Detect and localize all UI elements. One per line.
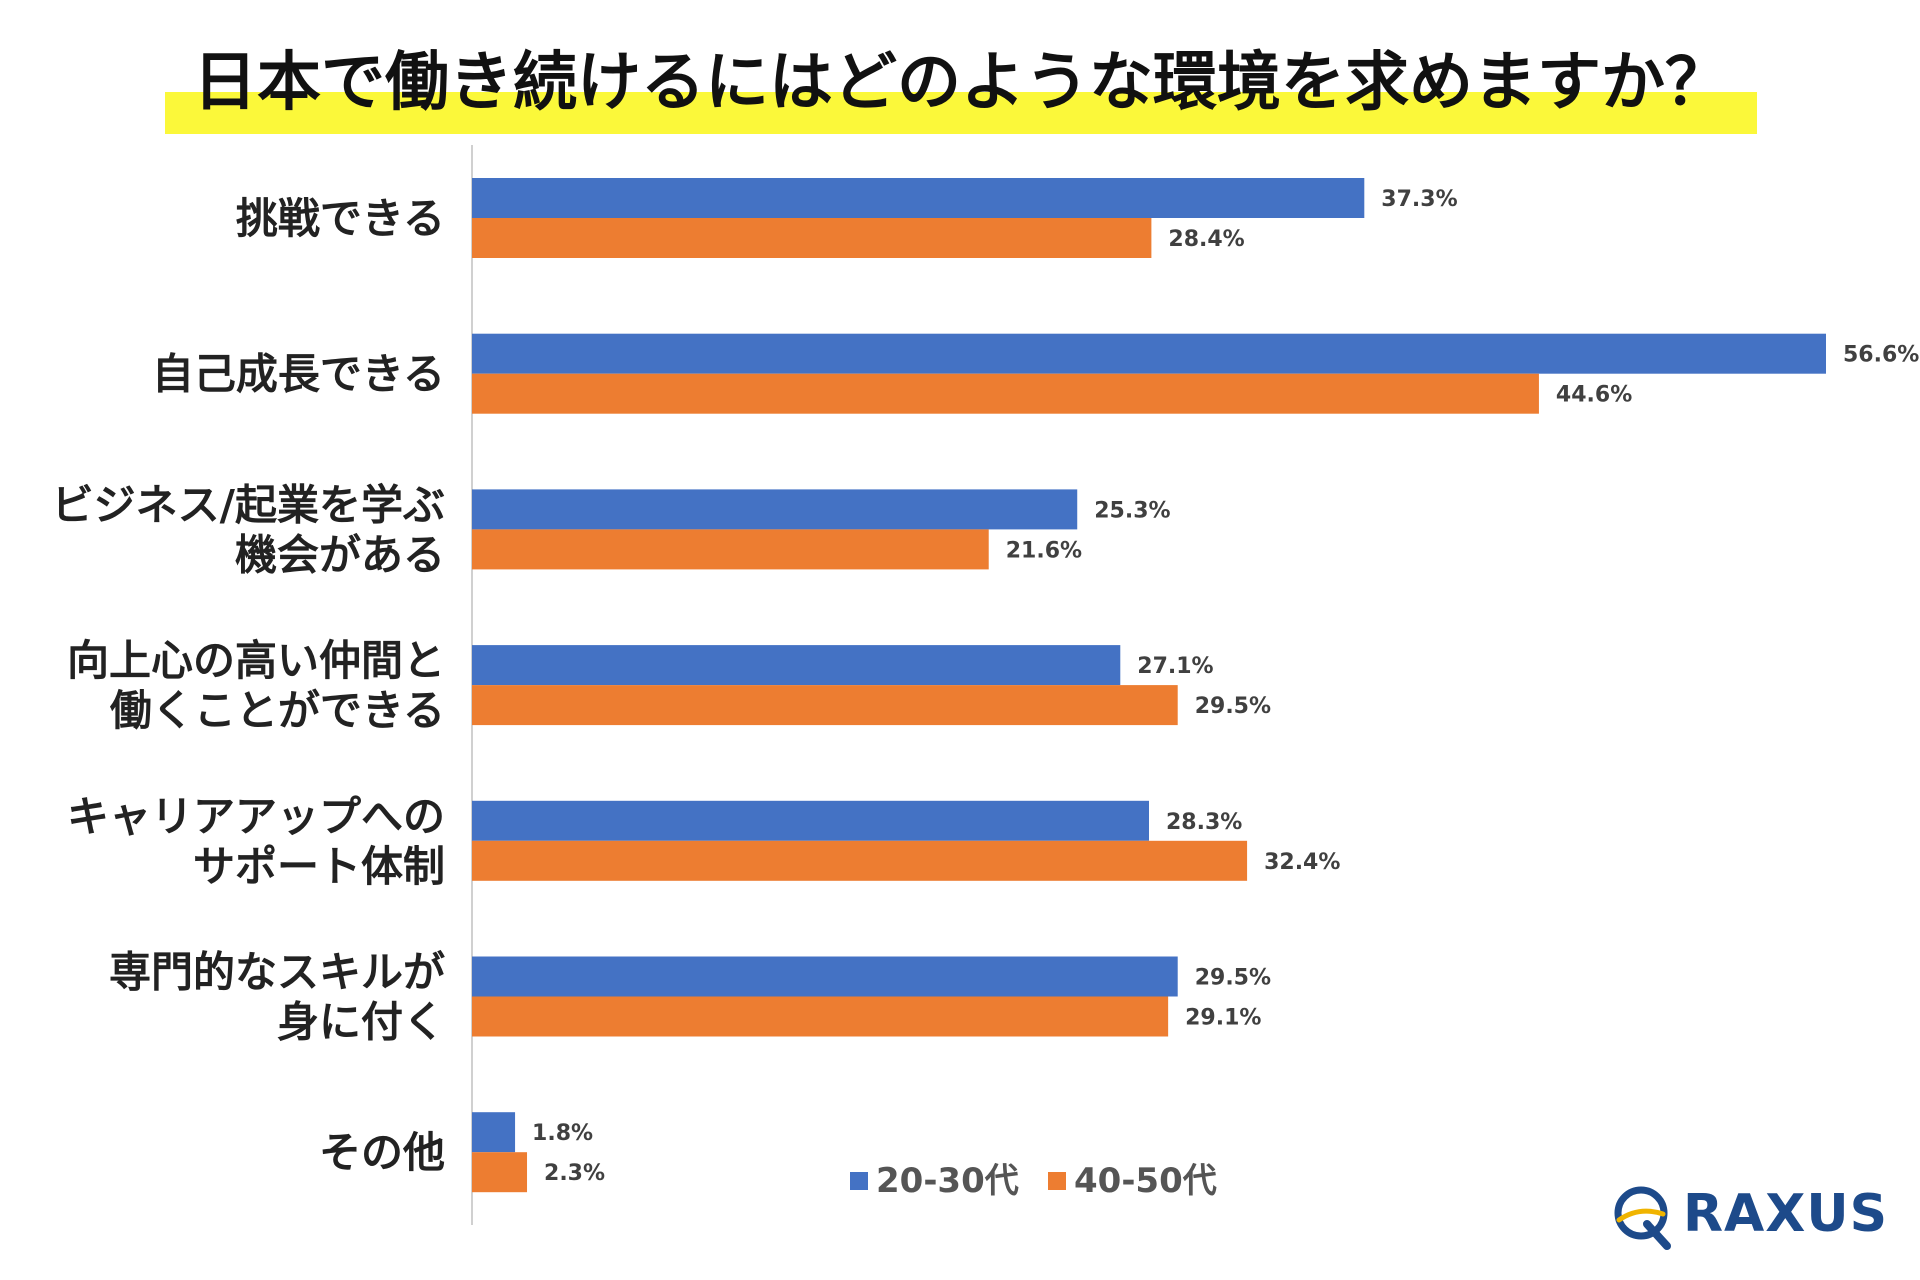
category-label: 専門的なスキルが: [109, 948, 445, 997]
data-label: 28.4%: [1168, 227, 1244, 252]
data-label: 25.3%: [1094, 498, 1170, 523]
legend-label: 40-50代: [1074, 1161, 1217, 1201]
bar-series1-1: [472, 333, 1826, 374]
data-label: 29.5%: [1195, 966, 1271, 991]
data-label: 29.1%: [1185, 1006, 1261, 1031]
category-label: 身に付く: [277, 998, 445, 1047]
data-label: 27.1%: [1137, 654, 1213, 679]
category-label: サポート体制: [193, 842, 445, 891]
data-label: 37.3%: [1381, 187, 1457, 212]
data-label: 56.6%: [1843, 343, 1919, 368]
bar-series1-2: [472, 489, 1078, 530]
logo-text: RAXUS: [1683, 1184, 1889, 1244]
category-label: キャリアアップへの: [67, 792, 445, 841]
category-label: 向上心の高い仲間と: [67, 636, 445, 685]
bar-series2-3: [472, 685, 1178, 726]
data-label: 2.3%: [544, 1161, 605, 1186]
bar-series1-4: [472, 800, 1149, 841]
category-label: 機会がある: [235, 530, 445, 579]
category-label: その他: [319, 1128, 445, 1177]
bar-series2-6: [472, 1152, 528, 1193]
bar-series1-3: [472, 645, 1121, 686]
bar-series2-0: [472, 218, 1152, 258]
category-label: 働くことができる: [110, 686, 445, 735]
data-label: 21.6%: [1006, 538, 1082, 563]
title-highlight: [165, 92, 1757, 134]
bar-series2-4: [472, 840, 1248, 881]
legend-swatch-1: [1048, 1172, 1066, 1190]
data-label: 32.4%: [1264, 850, 1340, 875]
category-label: ビジネス/起業を学ぶ: [52, 480, 445, 529]
bar-series2-5: [472, 996, 1169, 1037]
labels-layer: 37.3% 28.4% 挑戦できる 56.6% 44.6% 自己成長できる 25.3% 21.…: [52, 187, 1920, 1186]
logo-mark-icon: [1614, 1186, 1671, 1250]
bar-series2-2: [472, 529, 989, 570]
bar-series1-5: [472, 956, 1178, 997]
legend-label: 20-30代: [876, 1161, 1019, 1201]
data-label: 1.8%: [532, 1121, 593, 1146]
bar-series1-0: [472, 178, 1365, 218]
data-label: 28.3%: [1166, 810, 1242, 835]
legend-layer: 20-30代 40-50代: [850, 1161, 1217, 1201]
bar-series2-1: [472, 373, 1539, 414]
legend-swatch-0: [850, 1172, 868, 1190]
data-label: 29.5%: [1195, 694, 1271, 719]
chart-title: 日本で働き続けるにはどのような環境を求めますか？: [193, 46, 1729, 120]
data-label: 44.6%: [1556, 383, 1632, 408]
category-label: 自己成長できる: [152, 350, 445, 399]
bars-layer: [471, 145, 1826, 1225]
raxus-logo: RAXUS: [1605, 1180, 1895, 1250]
category-label: 挑戦できる: [236, 194, 445, 243]
bar-series1-6: [472, 1112, 516, 1153]
